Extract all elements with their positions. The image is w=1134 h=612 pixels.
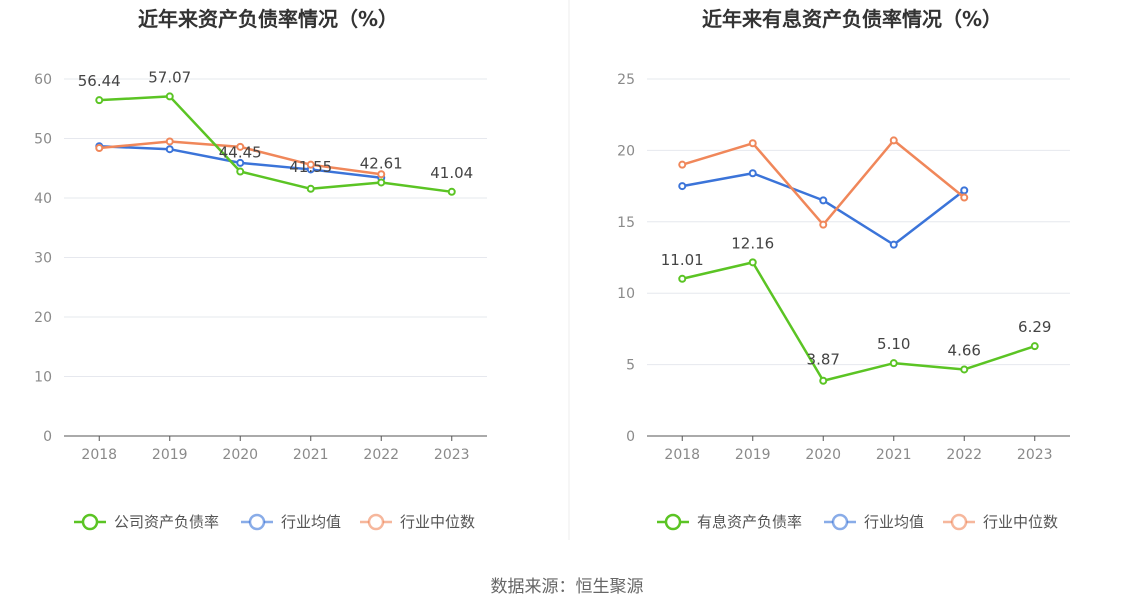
- y-tick-label: 50: [34, 132, 52, 148]
- data-label: 41.04: [430, 164, 473, 182]
- legend-label: 公司资产负债率: [114, 513, 219, 531]
- y-tick-label: 20: [617, 143, 635, 159]
- debt-ratio-chart: 近年来资产负债率情况（%） 0 10 20 30 40 50 60 2018 2019 2020 20…: [34, 7, 487, 531]
- data-point: [819, 220, 828, 229]
- data-point: [678, 160, 687, 169]
- data-label: 56.44: [78, 72, 121, 90]
- legend-marker: [81, 513, 99, 531]
- y-tick-label: 10: [34, 370, 52, 386]
- data-point: [678, 182, 687, 191]
- series-line: [99, 95, 452, 194]
- y-tick-label: 10: [617, 286, 635, 302]
- data-point: [306, 184, 315, 193]
- y-tick-label: 5: [626, 358, 635, 374]
- data-point: [377, 178, 386, 187]
- data-source: 数据来源：恒生聚源: [491, 577, 644, 597]
- data-label: 57.07: [148, 68, 191, 86]
- x-tick-label: 2023: [434, 447, 470, 463]
- legend-marker: [367, 513, 385, 531]
- data-label: 4.66: [948, 341, 981, 359]
- legend-label: 行业中位数: [983, 513, 1058, 531]
- legend-marker: [831, 513, 849, 531]
- data-label: 44.45: [219, 144, 262, 162]
- y-tick-label: 20: [34, 310, 52, 326]
- data-label: 41.55: [289, 158, 332, 176]
- data-point: [447, 187, 456, 196]
- data-point: [889, 359, 898, 368]
- data-point: [889, 136, 898, 145]
- chart-title: 近年来有息资产负债率情况（%）: [702, 7, 1002, 31]
- data-label: 6.29: [1018, 318, 1051, 336]
- data-point: [819, 376, 828, 385]
- legend-marker: [664, 513, 682, 531]
- legend-label: 行业中位数: [400, 513, 475, 531]
- data-point: [678, 274, 687, 283]
- data-point: [95, 96, 104, 105]
- legend-marker: [950, 513, 968, 531]
- series-line: [682, 171, 966, 246]
- series-line: [681, 261, 1036, 382]
- legend-label: 行业均值: [864, 513, 924, 531]
- x-tick-label: 2019: [152, 447, 188, 463]
- chart-title: 近年来资产负债率情况（%）: [138, 7, 398, 31]
- y-tick-label: 25: [617, 72, 635, 88]
- data-point: [165, 92, 174, 101]
- x-tick-label: 2018: [664, 447, 700, 463]
- x-tick-label: 2020: [222, 447, 258, 463]
- data-point: [960, 365, 969, 374]
- data-point: [748, 258, 757, 267]
- data-point: [236, 158, 245, 167]
- data-point: [306, 160, 315, 169]
- y-tick-label: 30: [34, 251, 52, 267]
- data-label: 11.01: [661, 251, 704, 269]
- data-point: [960, 186, 969, 195]
- data-point: [236, 142, 245, 151]
- y-tick-label: 0: [43, 429, 52, 445]
- x-tick-label: 2021: [293, 447, 329, 463]
- data-point: [1030, 342, 1039, 351]
- data-point: [819, 196, 828, 205]
- y-tick-label: 60: [34, 72, 52, 88]
- data-label: 12.16: [731, 234, 774, 252]
- x-tick-label: 2022: [363, 447, 399, 463]
- data-point: [960, 193, 969, 202]
- data-point: [748, 139, 757, 148]
- data-label: 3.87: [807, 351, 840, 369]
- data-label: 5.10: [877, 335, 910, 353]
- x-tick-label: 2022: [946, 447, 982, 463]
- data-label: 42.61: [360, 154, 403, 172]
- x-tick-label: 2021: [876, 447, 912, 463]
- data-point: [165, 137, 174, 146]
- data-point: [95, 144, 104, 153]
- y-tick-label: 0: [626, 429, 635, 445]
- legend-marker: [248, 513, 266, 531]
- series-line: [681, 139, 966, 226]
- y-tick-label: 15: [617, 215, 635, 231]
- x-tick-label: 2020: [805, 447, 841, 463]
- data-point: [377, 170, 386, 179]
- x-tick-label: 2023: [1017, 447, 1053, 463]
- data-point: [748, 169, 757, 178]
- legend-label: 行业均值: [281, 513, 341, 531]
- x-tick-label: 2018: [81, 447, 117, 463]
- interest-bearing-debt-ratio-chart: 近年来有息资产负债率情况（%） 0 5 10 15 20 25 2018 2019 2020 202…: [617, 7, 1070, 531]
- y-tick-label: 40: [34, 191, 52, 207]
- legend-label: 有息资产负债率: [697, 513, 802, 531]
- data-point: [165, 145, 174, 154]
- data-point: [889, 240, 898, 249]
- x-tick-label: 2019: [735, 447, 771, 463]
- data-point: [236, 167, 245, 176]
